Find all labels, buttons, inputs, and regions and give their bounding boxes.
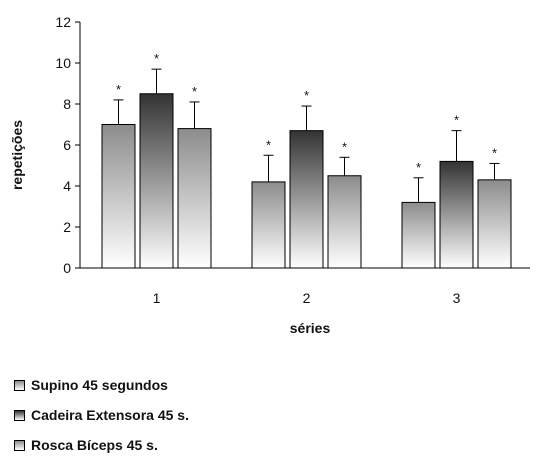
y-tick-label: 10 — [55, 55, 71, 71]
y-axis-label: repetições — [9, 120, 25, 190]
y-tick-label: 0 — [63, 260, 71, 276]
legend-item: Rosca Bíceps 45 s. — [14, 430, 189, 460]
legend: Supino 45 segundos Cadeira Extensora 45 s… — [14, 370, 189, 460]
bar — [439, 160, 474, 269]
significance-marker: * — [266, 137, 271, 152]
legend-swatch — [14, 379, 25, 391]
significance-marker: * — [492, 145, 497, 160]
bar — [327, 175, 362, 269]
legend-label: Rosca Bíceps 45 s. — [31, 437, 158, 453]
x-axis-label: séries — [290, 320, 331, 336]
x-tick-label: 1 — [153, 290, 161, 306]
x-tick-label: 2 — [303, 290, 311, 306]
significance-marker: * — [454, 113, 459, 128]
bar — [177, 128, 212, 269]
y-tick-label: 4 — [63, 178, 71, 194]
significance-marker: * — [116, 82, 121, 97]
bar — [477, 179, 512, 269]
significance-marker: * — [304, 88, 309, 103]
legend-label: Cadeira Extensora 45 s. — [31, 407, 189, 423]
legend-label: Supino 45 segundos — [31, 377, 168, 393]
significance-marker: * — [342, 139, 347, 154]
y-tick-label: 6 — [63, 137, 71, 153]
bar — [139, 93, 174, 269]
significance-marker: * — [416, 160, 421, 175]
bar — [251, 181, 286, 269]
legend-item: Supino 45 segundos — [14, 370, 189, 400]
significance-marker: * — [192, 84, 197, 99]
legend-swatch — [14, 409, 25, 421]
bar — [289, 130, 324, 269]
bar — [401, 201, 436, 269]
significance-marker: * — [154, 51, 159, 66]
y-tick-label: 8 — [63, 96, 71, 112]
x-tick-label: 3 — [453, 290, 461, 306]
y-tick-label: 2 — [63, 219, 71, 235]
legend-item: Cadeira Extensora 45 s. — [14, 400, 189, 430]
bar — [101, 124, 136, 269]
y-tick-label: 12 — [55, 14, 71, 30]
